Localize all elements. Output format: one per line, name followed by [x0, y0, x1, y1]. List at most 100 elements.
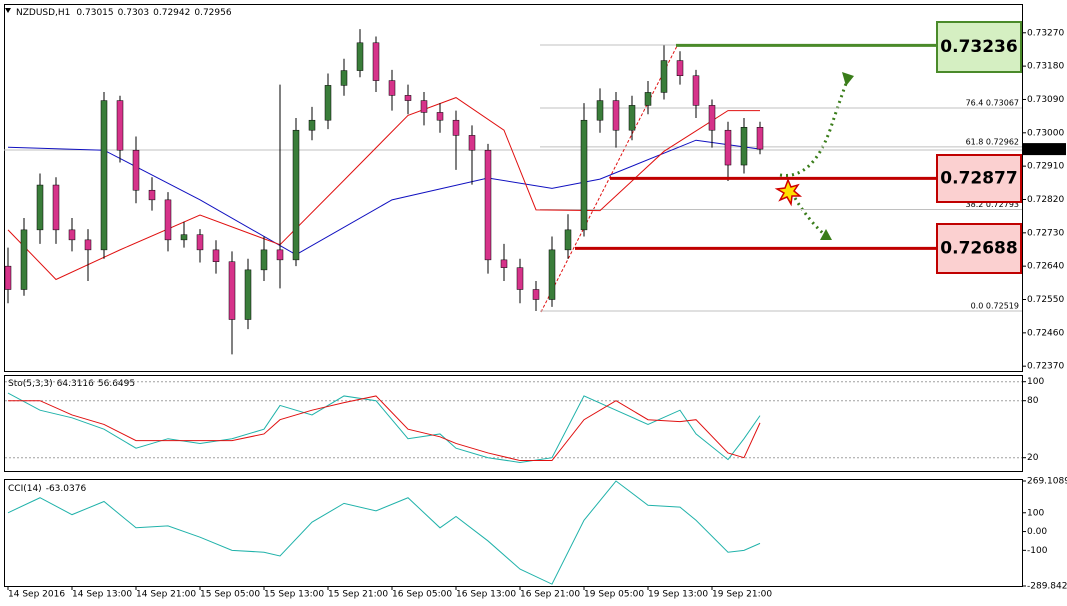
header-open: 0.73015: [76, 8, 113, 18]
candle-body: [356, 42, 364, 71]
level-box: [936, 21, 1022, 73]
x-tick-label: 16 Sep 05:00: [392, 590, 452, 600]
y-tick-label: 0.72460: [1027, 328, 1064, 338]
main-panel-frame: [4, 4, 1023, 372]
y-tick-label: 269.1089: [1027, 477, 1067, 487]
candle-body: [756, 126, 764, 150]
candle-body: [436, 112, 444, 121]
candle-body: [164, 199, 172, 241]
cci-title: CCI(14): [8, 484, 42, 494]
candle-body: [148, 189, 156, 201]
candle-body: [276, 249, 284, 261]
candle-body: [404, 95, 412, 101]
stoch-panel-frame: [4, 375, 1023, 472]
y-tick-label: 0.73000: [1027, 128, 1064, 138]
x-tick-label: 19 Sep 21:00: [712, 590, 772, 600]
candle-body: [132, 149, 140, 191]
level-label: 0.73236: [940, 37, 1017, 57]
indicator-line: [7, 480, 761, 585]
candle-body: [564, 229, 572, 251]
candle-body: [20, 229, 28, 290]
candle-body: [580, 119, 588, 231]
candle-body: [532, 289, 540, 300]
x-tick-label: 15 Sep 05:00: [200, 590, 260, 600]
candle-body: [324, 85, 332, 121]
y-tick-label: -100: [1027, 546, 1048, 556]
fib-label: 38.2 0.72793: [966, 200, 1019, 209]
y-tick-label: 0.73090: [1027, 95, 1064, 105]
x-tick-label: 15 Sep 13:00: [264, 590, 324, 600]
candle-body: [724, 129, 732, 166]
candle-body: [740, 126, 748, 166]
candle-body: [388, 80, 396, 96]
candle-body: [68, 229, 76, 241]
y-tick-label: 20: [1027, 453, 1039, 463]
y-tick-label: -289.8429: [1027, 582, 1067, 592]
candle-body: [676, 60, 684, 77]
y-tick-label: 0.72640: [1027, 262, 1064, 272]
down-scenario-arrow: [793, 197, 827, 238]
candle-body: [644, 92, 652, 106]
y-tick-label: 0.00: [1027, 527, 1047, 537]
header-low: 0.72942: [153, 8, 190, 18]
candle-body: [660, 60, 668, 93]
candle-body: [4, 265, 12, 290]
fib-label: 76.4 0.73067: [966, 98, 1019, 107]
x-tick-label: 14 Sep 21:00: [136, 590, 196, 600]
fib-label: 0.0 0.72519: [971, 301, 1019, 310]
candle-body: [596, 100, 604, 121]
candle-body: [84, 239, 92, 251]
x-tick-label: 14 Sep 2016: [8, 590, 65, 600]
indicator-line: [7, 97, 760, 281]
candle-body: [452, 119, 460, 136]
candle-body: [52, 184, 60, 231]
candle-body: [692, 75, 700, 106]
candle-body: [340, 70, 348, 86]
candle-body: [180, 234, 188, 241]
candle-body: [212, 249, 220, 262]
x-tick-label: 16 Sep 21:00: [520, 590, 580, 600]
menu-triangle: [5, 8, 11, 13]
up-arrowhead: [842, 72, 854, 86]
current-price-box: [1022, 143, 1066, 156]
fib-label: 61.8 0.72962: [966, 137, 1019, 146]
y-tick-label: 0.73270: [1027, 28, 1064, 38]
y-tick-label: 0.72820: [1027, 195, 1064, 205]
candle-body: [244, 269, 252, 320]
candle-body: [308, 119, 316, 131]
candle-body: [612, 100, 620, 131]
chart-header: NZDUSD,H1 0.73015 0.7303 0.72942 0.72956: [16, 8, 232, 18]
candle-body: [548, 249, 556, 300]
y-tick-label: 80: [1027, 396, 1039, 406]
candle-body: [260, 249, 268, 271]
header-close: 0.72956: [194, 8, 231, 18]
level-label: 0.72688: [940, 239, 1017, 259]
candle-body: [500, 259, 508, 268]
symbol: NZDUSD,H1: [16, 8, 70, 18]
candle-body: [484, 149, 492, 261]
y-tick-label: 0.72910: [1027, 162, 1064, 172]
level-box: [936, 223, 1022, 274]
candle-body: [372, 42, 380, 81]
cci-panel-frame: [4, 479, 1023, 587]
candle-body: [116, 100, 124, 151]
candle-body: [228, 261, 236, 320]
candle-body: [36, 184, 44, 231]
candle-body: [292, 129, 300, 261]
y-tick-label: 100: [1027, 377, 1044, 387]
candle-body: [708, 105, 716, 131]
x-tick-label: 19 Sep 13:00: [648, 590, 708, 600]
down-arrowhead: [820, 229, 832, 240]
up-scenario-arrow: [779, 77, 850, 177]
stoch-header: Sto(5,3,3) 64.3116 56.6495: [8, 379, 135, 389]
y-tick-label: 100: [1027, 508, 1044, 518]
indicator-line: [7, 139, 761, 256]
indicator-line: [7, 392, 761, 463]
candle-body: [420, 100, 428, 113]
y-tick-label: 0.73180: [1027, 62, 1064, 72]
x-tick-label: 15 Sep 21:00: [328, 590, 388, 600]
x-tick-label: 14 Sep 13:00: [72, 590, 132, 600]
current-price-label: 0.72956: [1027, 145, 1064, 155]
